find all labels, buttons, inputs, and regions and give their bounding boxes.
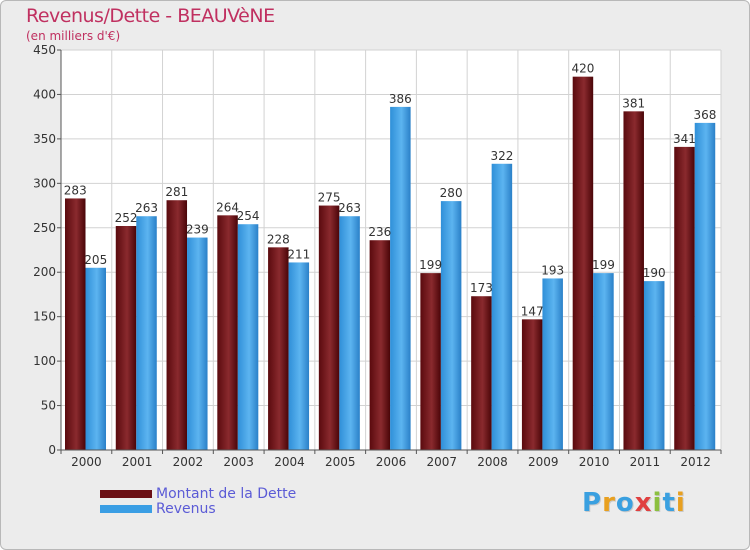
logo-letter: o — [615, 488, 635, 518]
debt-bar — [65, 198, 86, 450]
debt-bar-value-label: 281 — [165, 185, 188, 199]
debt-bar — [623, 111, 644, 450]
revenue-bar — [85, 267, 106, 450]
y-tick-label: 250 — [33, 221, 56, 235]
proxiti-logo: Proxiti — [582, 488, 686, 518]
revenue-bar — [187, 237, 208, 450]
legend: Montant de la Dette Revenus — [100, 485, 297, 517]
debt-bar — [115, 226, 137, 450]
debt-bar-value-label: 264 — [216, 200, 239, 214]
revenue-bar-value-label: 386 — [389, 92, 412, 106]
revenue-bar-value-label: 211 — [287, 247, 310, 261]
x-tick-label: 2001 — [122, 455, 153, 469]
revenue-bar-value-label: 368 — [694, 108, 717, 122]
revenue-bar — [694, 122, 716, 450]
revenue-bar — [288, 262, 310, 450]
y-tick-label: 300 — [33, 176, 56, 190]
debt-bar — [268, 247, 289, 450]
y-tick-label: 400 — [33, 87, 56, 101]
x-tick-label: 2008 — [477, 455, 508, 469]
debt-bar — [369, 240, 391, 450]
revenue-bar-value-label: 254 — [237, 209, 260, 223]
debt-bar-value-label: 283 — [64, 183, 87, 197]
x-tick-label: 2011 — [630, 455, 661, 469]
x-tick-label: 2009 — [528, 455, 559, 469]
debt-bar — [572, 76, 594, 451]
debt-bar-value-label: 173 — [470, 281, 493, 295]
debt-bar-value-label: 228 — [267, 232, 290, 246]
debt-bar-value-label: 381 — [622, 96, 645, 110]
revenue-bar — [136, 216, 157, 450]
debt-bar-value-label: 341 — [673, 132, 696, 146]
legend-label-debt: Montant de la Dette — [156, 485, 297, 502]
revenue-bar — [593, 273, 614, 450]
y-tick-label: 150 — [33, 310, 56, 324]
debt-bar-value-label: 236 — [368, 225, 391, 239]
logo-letter: P — [582, 488, 603, 518]
revenue-bar — [440, 201, 462, 450]
x-tick-label: 2006 — [376, 455, 407, 469]
logo-letter: i — [652, 488, 663, 518]
chart-title: Revenus/Dette - BEAUVèNE — [26, 5, 275, 27]
revenue-bar — [542, 278, 563, 450]
revenue-bar — [339, 216, 360, 450]
revenue-bar-value-label: 193 — [541, 263, 564, 277]
debt-bar — [521, 319, 543, 450]
revenue-bar-value-label: 280 — [440, 186, 463, 200]
debt-bar-value-label: 147 — [521, 304, 544, 318]
revenue-bar — [390, 106, 411, 450]
revenue-bar-value-label: 205 — [84, 253, 107, 267]
debt-bar — [420, 273, 441, 450]
legend-swatch-debt — [100, 489, 152, 498]
debt-bar — [217, 215, 238, 450]
revenue-bar-value-label: 322 — [490, 149, 513, 163]
y-tick-label: 450 — [33, 43, 56, 57]
legend-item-revenue: Revenus — [100, 500, 296, 517]
legend-label-revenue: Revenus — [156, 500, 216, 517]
debt-bar — [166, 200, 188, 450]
revenue-bar-value-label: 239 — [186, 223, 209, 237]
revenue-bar-value-label: 190 — [643, 266, 666, 280]
debt-bar-value-label: 420 — [571, 62, 594, 76]
legend-swatch-revenue — [100, 504, 152, 513]
y-tick-label: 50 — [41, 399, 56, 413]
debt-bar-value-label: 275 — [318, 191, 341, 205]
debt-bar-value-label: 199 — [419, 258, 442, 272]
y-tick-label: 350 — [33, 132, 56, 146]
revenue-bar-value-label: 263 — [338, 201, 361, 215]
y-tick-label: 100 — [33, 354, 56, 368]
revenue-bar-value-label: 263 — [135, 201, 158, 215]
revenue-bar — [237, 224, 259, 450]
debt-bar — [318, 205, 340, 450]
revenue-bar — [643, 281, 665, 450]
x-tick-label: 2003 — [223, 455, 254, 469]
x-tick-label: 2007 — [426, 455, 457, 469]
revenue-bar — [491, 163, 513, 450]
legend-item-debt: Montant de la Dette — [100, 485, 297, 502]
x-tick-label: 2002 — [173, 455, 204, 469]
y-tick-label: 200 — [33, 265, 56, 279]
debt-bar — [471, 296, 492, 450]
debt-bar — [674, 146, 695, 450]
logo-letter: t — [662, 488, 676, 518]
chart-subtitle: (en milliers d'€) — [26, 29, 121, 43]
debt-bar-value-label: 252 — [115, 211, 138, 225]
x-tick-label: 2012 — [680, 455, 711, 469]
logo-letter: i — [675, 488, 686, 518]
x-tick-label: 2010 — [579, 455, 610, 469]
y-tick-label: 0 — [48, 443, 56, 457]
x-tick-label: 2004 — [274, 455, 305, 469]
logo-letter: r — [602, 488, 616, 518]
logo-letter: x — [634, 488, 653, 518]
revenue-bar-value-label: 199 — [592, 258, 615, 272]
x-tick-label: 2000 — [71, 455, 102, 469]
x-tick-label: 2005 — [325, 455, 356, 469]
